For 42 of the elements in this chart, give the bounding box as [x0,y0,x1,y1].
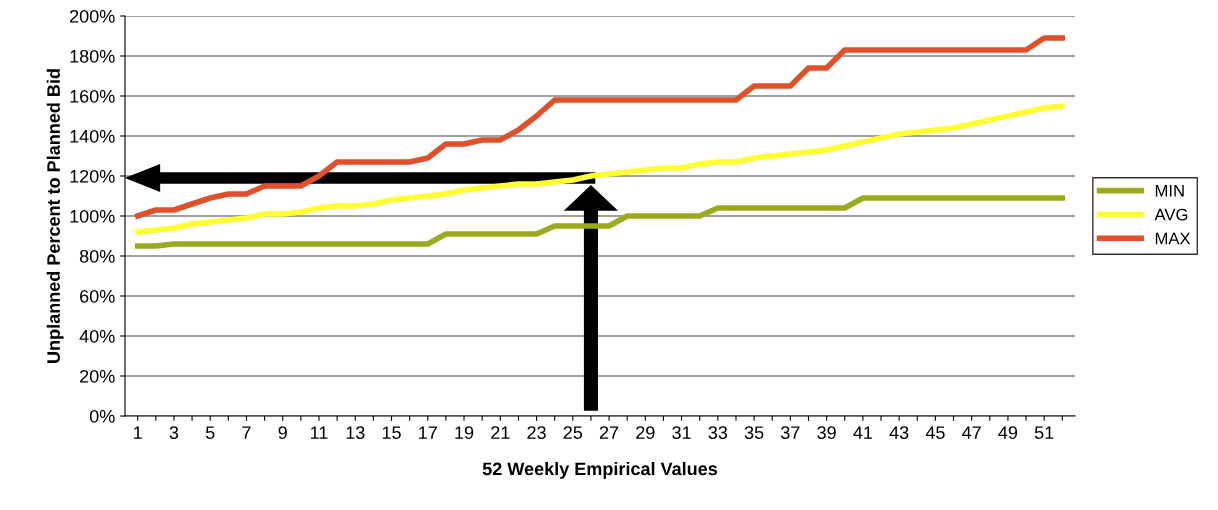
legend-label: AVG [1154,208,1188,221]
x-tick-label: 51 [1034,426,1054,439]
x-tick-label: 1 [134,426,142,439]
x-tick-label: 35 [744,426,764,439]
x-tick-label: 13 [346,426,365,439]
x-tick-label: 23 [527,426,546,439]
x-axis-title: 52 Weekly Empirical Values [482,462,718,479]
x-tick-label: 5 [205,426,215,439]
x-tick-label: 31 [672,426,691,439]
x-tick-label: 7 [242,426,251,439]
legend-label: MIN [1155,184,1184,197]
y-tick-label: 60% [80,289,115,303]
y-tick-label: 200% [70,9,115,23]
y-tick-label: 120% [70,169,115,183]
y-tick-label: 40% [79,329,115,343]
x-tick-label: 15 [382,426,401,439]
y-tick-label: 100% [70,209,115,223]
y-tick-label: 160% [70,89,115,103]
x-tick-label: 37 [781,426,800,439]
x-tick-label: 29 [636,426,655,439]
y-tick-label: 140% [70,129,115,143]
y-tick-label: 180% [70,49,115,63]
y-tick-label: 20% [80,369,115,383]
legend-label: MAX [1155,232,1191,245]
x-tick-label: 11 [310,426,328,439]
x-tick-label: 19 [455,426,474,439]
x-tick-label: 41 [853,426,873,439]
y-tick-label: 80% [79,249,115,263]
x-tick-label: 9 [278,426,287,439]
x-tick-label: 39 [817,426,836,439]
x-tick-label: 45 [925,426,945,439]
x-tick-label: 43 [889,426,909,439]
x-tick-label: 3 [169,426,179,439]
x-tick-label: 25 [563,426,583,439]
x-tick-label: 21 [491,426,510,439]
x-tick-label: 33 [708,426,728,439]
x-tick-label: 17 [419,426,437,439]
x-tick-label: 49 [998,426,1018,439]
y-tick-label: 0% [89,409,115,423]
x-tick-label: 27 [599,426,619,439]
x-tick-label: 47 [962,426,981,439]
y-axis-title: Unplanned Percent to Planned Bid [46,69,64,363]
